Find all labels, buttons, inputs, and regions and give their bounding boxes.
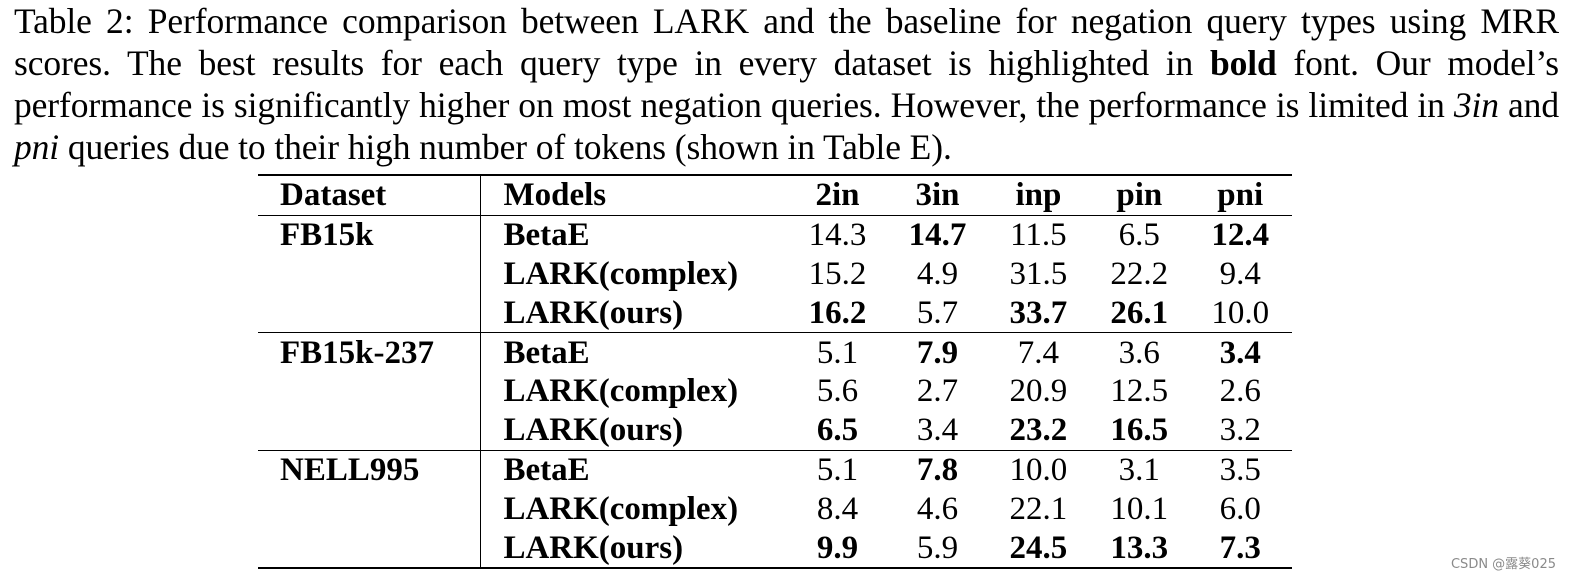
table-caption: Table 2: Performance comparison between … (14, 0, 1559, 168)
table-row: LARK(ours) 9.9 5.9 24.5 13.3 7.3 (258, 528, 1292, 569)
score-pni: 12.4 (1188, 214, 1292, 255)
model-name: LARK(ours) (480, 528, 787, 569)
table-row: LARK(complex) 5.6 2.7 20.9 12.5 2.6 (258, 371, 1292, 411)
score-pin: 3.1 (1090, 449, 1189, 490)
score-inp: 24.5 (986, 528, 1091, 569)
score-2in: 14.3 (786, 214, 889, 255)
model-name: BetaE (480, 449, 787, 490)
table-body: FB15k BetaE 14.3 14.7 11.5 6.5 12.4 LARK(comple… (258, 214, 1292, 569)
model-name: BetaE (480, 214, 787, 255)
dataset-name: NELL995 (258, 449, 481, 490)
results-table-container: Dataset Models 2in 3in inp pin pni FB15k… (258, 173, 1292, 569)
score-inp: 7.4 (986, 332, 1091, 372)
table-header-row: Dataset Models 2in 3in inp pin pni (258, 173, 1292, 216)
score-2in: 15.2 (808, 255, 867, 292)
score-2in: 5.1 (786, 449, 889, 490)
model-name: LARK(complex) (480, 371, 787, 411)
dataset-cell-empty (258, 489, 481, 528)
score-2in: 5.1 (786, 332, 889, 372)
dataset-cell-empty (258, 411, 481, 450)
score-pni: 3.2 (1219, 412, 1261, 449)
table-row: LARK(complex) 15.2 4.9 31.5 22.2 9.4 (258, 254, 1292, 294)
header-pni: pni (1188, 173, 1292, 216)
score-pin: 6.5 (1090, 214, 1189, 255)
score-inp: 20.9 (1009, 373, 1068, 410)
score-pin: 16.5 (1110, 412, 1169, 449)
table-row: NELL995 BetaE 5.1 7.8 10.0 3.1 3.5 (258, 449, 1292, 490)
header-pin: pin (1090, 173, 1189, 216)
score-inp: 31.5 (1009, 255, 1068, 292)
header-inp: inp (986, 173, 1091, 216)
caption-text-2: font. Our model’s performance is signifi… (14, 43, 1559, 125)
score-pni: 6.0 (1219, 490, 1261, 527)
score-2in: 6.5 (816, 412, 859, 449)
score-pni: 2.6 (1219, 373, 1261, 410)
header-2in: 2in (786, 173, 889, 216)
score-pni: 3.5 (1188, 449, 1292, 490)
score-pni: 7.3 (1188, 528, 1292, 569)
score-3in: 3.4 (916, 412, 959, 449)
score-pin: 10.1 (1110, 490, 1169, 527)
score-pin: 26.1 (1110, 294, 1169, 331)
dataset-cell-empty (258, 528, 481, 569)
table-row: FB15k-237 BetaE 5.1 7.9 7.4 3.6 3.4 (258, 332, 1292, 372)
watermark: CSDN @露葵025 (1450, 557, 1556, 572)
dataset-cell-empty (258, 372, 481, 411)
caption-text-1: Table 2: Performance comparison between … (14, 1, 1559, 83)
score-inp: 33.7 (1009, 294, 1068, 331)
dataset-cell-empty (258, 293, 481, 332)
table-row: LARK(ours) 6.5 3.4 23.2 16.5 3.2 (258, 410, 1292, 451)
model-name: LARK(ours) (480, 410, 787, 451)
header-dataset: Dataset (258, 173, 481, 216)
model-name: LARK(complex) (480, 489, 787, 529)
caption-italic-3in: 3in (1453, 85, 1499, 125)
score-pni: 3.4 (1188, 332, 1292, 372)
score-2in: 8.4 (816, 490, 859, 527)
score-inp: 10.0 (986, 449, 1091, 490)
score-inp: 22.1 (1009, 490, 1068, 527)
table-row: LARK(ours) 16.2 5.7 33.7 26.1 10.0 (258, 293, 1292, 333)
caption-bold-word: bold (1209, 43, 1277, 83)
score-inp: 11.5 (986, 214, 1091, 255)
score-pin: 22.2 (1110, 255, 1169, 292)
score-2in: 9.9 (786, 528, 889, 569)
score-3in: 2.7 (916, 373, 959, 410)
caption-text-3: and (1498, 85, 1559, 125)
header-models: Models (480, 173, 787, 216)
score-3in: 4.9 (916, 255, 959, 292)
model-name: LARK(complex) (480, 254, 787, 294)
caption-italic-pni: pni (14, 127, 60, 167)
score-pni: 10.0 (1211, 294, 1270, 331)
score-3in: 4.6 (916, 490, 959, 527)
score-3in: 5.7 (916, 294, 959, 331)
results-table: Dataset Models 2in 3in inp pin pni FB15k… (258, 173, 1292, 569)
table-row: LARK(complex) 8.4 4.6 22.1 10.1 6.0 (258, 489, 1292, 529)
dataset-cell-empty (258, 255, 481, 294)
score-2in: 5.6 (816, 373, 859, 410)
score-inp: 23.2 (1009, 412, 1068, 449)
score-pin: 3.6 (1090, 332, 1189, 372)
table-row: FB15k BetaE 14.3 14.7 11.5 6.5 12.4 (258, 214, 1292, 255)
caption-text-4: queries due to their high number of toke… (59, 127, 952, 167)
dataset-name: FB15k-237 (258, 332, 481, 372)
score-2in: 16.2 (808, 294, 867, 331)
score-pin: 12.5 (1110, 373, 1169, 410)
model-name: BetaE (480, 332, 787, 372)
model-name: LARK(ours) (480, 293, 787, 333)
score-3in: 7.9 (888, 332, 987, 372)
score-pin: 13.3 (1090, 528, 1189, 569)
score-3in: 5.9 (888, 528, 987, 569)
score-pni: 9.4 (1219, 255, 1261, 292)
score-3in: 7.8 (888, 449, 987, 490)
header-3in: 3in (888, 173, 987, 216)
score-3in: 14.7 (888, 214, 987, 255)
dataset-name: FB15k (258, 214, 481, 255)
